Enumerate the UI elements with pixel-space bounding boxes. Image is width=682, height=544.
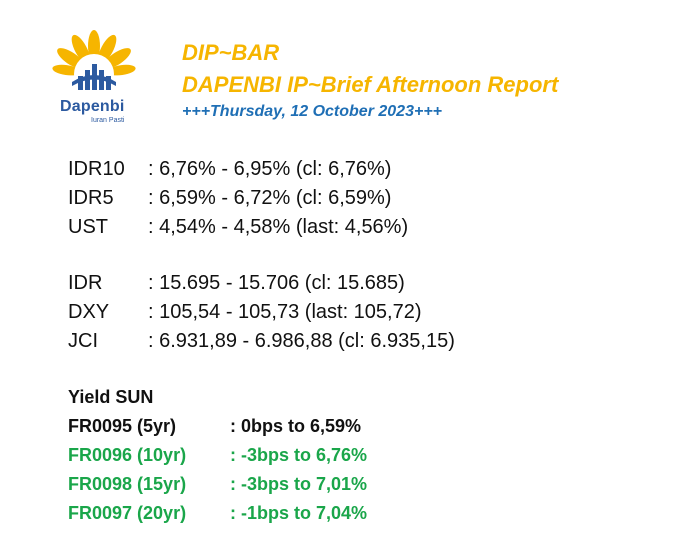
report-date: +++Thursday, 12 October 2023+++ [182, 103, 442, 120]
report-title: DIP~BAR [182, 40, 280, 65]
market-value: : 15.695 - 15.706 (cl: 15.685) [148, 272, 405, 294]
report-subtitle: DAPENBI IP~Brief Afternoon Report [182, 72, 559, 97]
yield-sun-heading: Yield SUN [68, 387, 154, 407]
markets-block: IDR : 15.695 - 15.706 (cl: 15.685) DXY :… [68, 269, 455, 356]
market-label: JCI [68, 330, 98, 352]
bond-label: FR0096 (10yr) [68, 445, 187, 465]
rate-label: IDR5 [68, 187, 114, 209]
rate-value: : 6,76% - 6,95% (cl: 6,76%) [148, 158, 392, 180]
sun-building-logo-icon [52, 30, 136, 94]
rate-value: : 4,54% - 4,58% (last: 4,56%) [148, 216, 409, 238]
market-row: DXY : 105,54 - 105,73 (last: 105,72) [68, 298, 455, 327]
market-value: : 6.931,89 - 6.986,88 (cl: 6.935,15) [148, 330, 455, 352]
rate-row: IDR5 : 6,59% - 6,72% (cl: 6,59%) [68, 184, 408, 213]
market-label: IDR [68, 272, 103, 294]
logo-wordmark: Dapenbi [60, 98, 125, 115]
report-header: DIP~BAR DAPENBI IP~Brief Afternoon Repor… [182, 40, 558, 122]
rate-row: UST : 4,54% - 4,58% (last: 4,56%) [68, 213, 408, 242]
rate-row: IDR10 : 6,76% - 6,95% (cl: 6,76%) [68, 155, 408, 184]
logo-tagline: Iuran Pasti [91, 117, 125, 124]
market-row: JCI : 6.931,89 - 6.986,88 (cl: 6.935,15) [68, 327, 455, 356]
yield-row: FR0096 (10yr) : -3bps to 6,76% [68, 441, 367, 470]
rate-label: UST [68, 216, 108, 238]
rate-value: : 6,59% - 6,72% (cl: 6,59%) [148, 187, 392, 209]
bond-label: FR0098 (15yr) [68, 474, 187, 494]
market-label: DXY [68, 301, 110, 323]
rates-block: IDR10 : 6,76% - 6,95% (cl: 6,76%) IDR5 :… [68, 155, 408, 242]
dapenbi-logo: Dapenbi Iuran Pasti [34, 26, 154, 130]
bond-change: : -1bps to 7,04% [230, 503, 368, 523]
bond-label: FR0095 (5yr) [68, 416, 177, 436]
yield-row: FR0095 (5yr) : 0bps to 6,59% [68, 412, 367, 441]
bond-change: : -3bps to 6,76% [230, 445, 368, 465]
market-row: IDR : 15.695 - 15.706 (cl: 15.685) [68, 269, 455, 298]
rate-label: IDR10 [68, 158, 125, 180]
yield-sun-block: Yield SUN FR0095 (5yr) : 0bps to 6,59% F… [68, 383, 367, 528]
market-value: : 105,54 - 105,73 (last: 105,72) [148, 301, 422, 323]
bond-label: FR0097 (20yr) [68, 503, 187, 523]
yield-row: FR0098 (15yr) : -3bps to 7,01% [68, 470, 367, 499]
bond-change: : -3bps to 7,01% [230, 474, 368, 494]
yield-row: FR0097 (20yr) : -1bps to 7,04% [68, 499, 367, 528]
bond-change: : 0bps to 6,59% [230, 416, 362, 436]
